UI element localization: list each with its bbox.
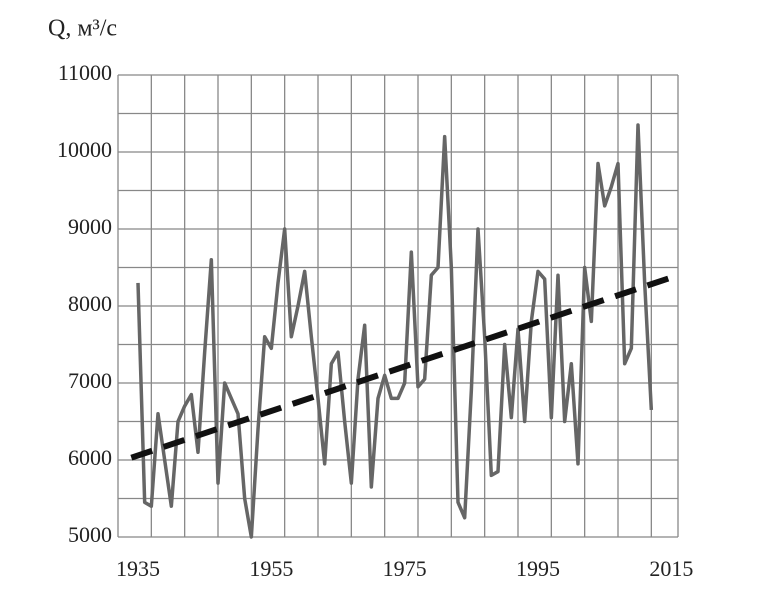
x-tick-label: 2015 xyxy=(649,556,693,581)
y-tick-label: 7000 xyxy=(68,368,112,393)
y-tick-label: 6000 xyxy=(68,445,112,470)
data-line xyxy=(130,274,673,461)
x-tick-label: 1975 xyxy=(383,556,427,581)
y-axis-label: Q, м³/с xyxy=(48,16,117,42)
y-tick-label: 9000 xyxy=(68,214,112,239)
x-tick-label: 1955 xyxy=(249,556,293,581)
data-line xyxy=(136,123,654,539)
y-tick-label: 8000 xyxy=(68,291,112,316)
y-tick-label: 5000 xyxy=(68,522,112,547)
y-tick-label: 10000 xyxy=(57,137,112,162)
x-tick-label: 1995 xyxy=(516,556,560,581)
y-tick-label: 11000 xyxy=(58,60,112,85)
x-tick-label: 1935 xyxy=(116,556,160,581)
